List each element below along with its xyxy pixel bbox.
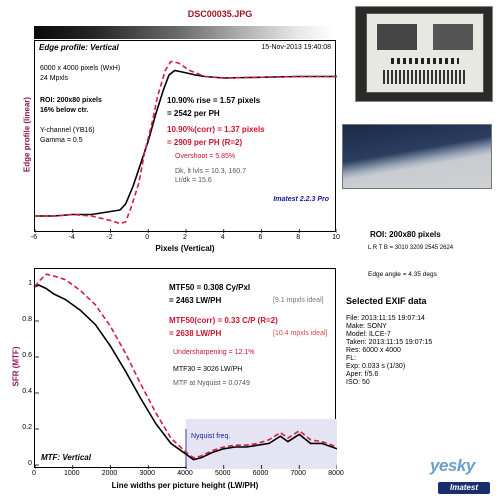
edge-channel-1: Y-channel (YB16) bbox=[40, 127, 95, 134]
edge-ylabel: Edge profile (linear) bbox=[22, 96, 32, 173]
edge-x-tick-label: -4 bbox=[68, 234, 75, 241]
exif-line: File: 2013:11:15 19:07:14 bbox=[346, 315, 425, 322]
undersharpening-text: Undersharpening = 12.1% bbox=[173, 349, 255, 356]
mtf-x-tick-label: 3000 bbox=[139, 470, 156, 477]
mtf-y-tick-label: 0.8 bbox=[22, 316, 32, 323]
edge-xlabel: Pixels (Vertical) bbox=[155, 244, 215, 253]
edge-roi-1: ROI: 200x80 pixels bbox=[40, 97, 102, 104]
mtf-nyquist-text: MTF at Nyquist = 0.0749 bbox=[173, 380, 250, 387]
exif-list: File: 2013:11:15 19:07:14 Make: SONY Mod… bbox=[346, 315, 432, 387]
edge-info-2: 24 Mpxls bbox=[40, 75, 69, 82]
mtf-measured-line bbox=[35, 284, 337, 461]
mtf-xlabel: Line widths per picture height (LW/PH) bbox=[111, 481, 259, 490]
edge-panel-date: 15-Nov-2013 19:40:08 bbox=[261, 44, 331, 51]
exif-line: Aper: f/5.6 bbox=[346, 371, 379, 378]
overshoot-text: Overshoot = 5.85% bbox=[175, 153, 236, 160]
test-chart-image bbox=[366, 13, 484, 93]
mtf-y-tick-label: 0.2 bbox=[22, 424, 32, 431]
mtf50c-text: MTF50(corr) = 0.33 C/P (R=2) bbox=[169, 316, 278, 325]
mtf-panel-title: MTF: Vertical bbox=[41, 453, 91, 462]
mtf50-text: MTF50 = 0.308 Cy/Pxl bbox=[169, 283, 251, 292]
exif-line: Model: ILCE-7 bbox=[346, 331, 391, 338]
edge-x-tick-label: 8 bbox=[296, 234, 301, 241]
mtf-y-tick-label: 0.6 bbox=[22, 352, 32, 359]
mtf50c-note: [10.4 mpxls ideal] bbox=[273, 330, 328, 337]
imatest-logo: yesky Imatest bbox=[430, 456, 496, 496]
exif-line: FL: bbox=[346, 355, 357, 362]
ltdk-text: Lt/dk = 15.6 bbox=[175, 177, 212, 184]
corr-line: 10.90%(corr) = 1.37 pixels bbox=[167, 125, 265, 134]
edge-profile-chart bbox=[35, 60, 337, 233]
mtf50-lw-text: = 2463 LW/PH bbox=[169, 296, 222, 305]
perph-line: = 2542 per PH bbox=[167, 109, 220, 118]
nyquist-label: Nyquist freq. bbox=[191, 433, 231, 440]
right-roi: ROI: 200x80 pixels bbox=[370, 230, 441, 239]
exif-line: Exp: 0.033 s (1/30) bbox=[346, 363, 406, 370]
mtf-corrected-line bbox=[35, 273, 337, 459]
mtf-x-tick-label: 4000 bbox=[177, 470, 193, 477]
dk-levels-text: Dk, lt lvls = 10.3, 160.7 bbox=[175, 168, 247, 175]
edge-panel-title: Edge profile: Vertical bbox=[39, 43, 119, 52]
corr-perph-line: = 2909 per PH (R=2) bbox=[167, 138, 243, 147]
edge-corrected-line bbox=[35, 60, 337, 225]
mtf-x-tick-label: 6000 bbox=[252, 470, 269, 477]
edge-roi-2: 16% below ctr. bbox=[40, 107, 89, 114]
mtf-y-tick-label: 1 bbox=[28, 280, 32, 287]
gradient-bar bbox=[34, 26, 334, 39]
edge-x-tick-label: 10 bbox=[332, 234, 340, 241]
file-title: DSC00035.JPG bbox=[187, 9, 253, 19]
edge-info-1: 6000 x 4000 pixels (WxH) bbox=[40, 65, 121, 72]
roi-edge-image bbox=[342, 124, 492, 189]
mtf-y-tick-label: 0.4 bbox=[22, 388, 32, 395]
rise-line: 10.90% rise = 1.57 pixels bbox=[167, 96, 261, 105]
edge-angle: Edge angle = 4.35 degs bbox=[368, 271, 437, 278]
mtf50c-lw-text: = 2638 LW/PH bbox=[169, 329, 222, 338]
version-label: Imatest 2.2.3 Pro bbox=[273, 196, 329, 203]
edge-measured-line bbox=[35, 69, 337, 217]
edge-x-tick-label: -6 bbox=[30, 234, 38, 241]
mtf-x-tick-label: 0 bbox=[32, 470, 36, 477]
imatest-badge: Imatest bbox=[438, 482, 490, 494]
right-lrtb: L R T B = 3010 3209 2545 2624 bbox=[368, 245, 454, 251]
chart-thumbnail bbox=[355, 6, 493, 102]
exif-line: ISO: 50 bbox=[346, 379, 370, 386]
exif-line: Taken: 2013:11:15 19:07:15 bbox=[346, 339, 433, 346]
mtf-x-tick-label: 2000 bbox=[101, 470, 118, 477]
mtf-x-tick-label: 1000 bbox=[63, 470, 80, 477]
exif-line: Res: 6000 x 4000 bbox=[346, 347, 401, 354]
yesky-mark: yesky bbox=[430, 456, 475, 475]
mtf-y-tick-label: 0 bbox=[28, 460, 32, 467]
edge-x-tick-label: 0 bbox=[145, 234, 150, 241]
edge-x-tick-label: 6 bbox=[258, 234, 263, 241]
exif-line: Make: SONY bbox=[346, 323, 387, 330]
mtf-x-tick-label: 5000 bbox=[214, 470, 231, 477]
edge-x-tick-label: -2 bbox=[106, 234, 113, 241]
edge-profile-panel: Edge profile: Vertical 15-Nov-2013 19:40… bbox=[34, 40, 337, 233]
mtf-x-tick-label: 7000 bbox=[290, 470, 307, 477]
exif-title: Selected EXIF data bbox=[346, 296, 427, 306]
edge-x-tick-label: 2 bbox=[183, 234, 187, 241]
mtf50-note: [9.1 mpxls ideal] bbox=[273, 297, 324, 304]
edge-channel-2: Gamma = 0.5 bbox=[40, 137, 83, 144]
mtf-chart bbox=[35, 273, 337, 469]
edge-x-tick-label: 4 bbox=[220, 234, 225, 241]
mtf-x-tick-label: 8000 bbox=[328, 470, 344, 477]
mtf30-text: MTF30 = 3026 LW/PH bbox=[173, 366, 243, 373]
mtf-panel: MTF50 = 0.308 Cy/Pxl = 2463 LW/PH [9.1 m… bbox=[34, 268, 337, 469]
